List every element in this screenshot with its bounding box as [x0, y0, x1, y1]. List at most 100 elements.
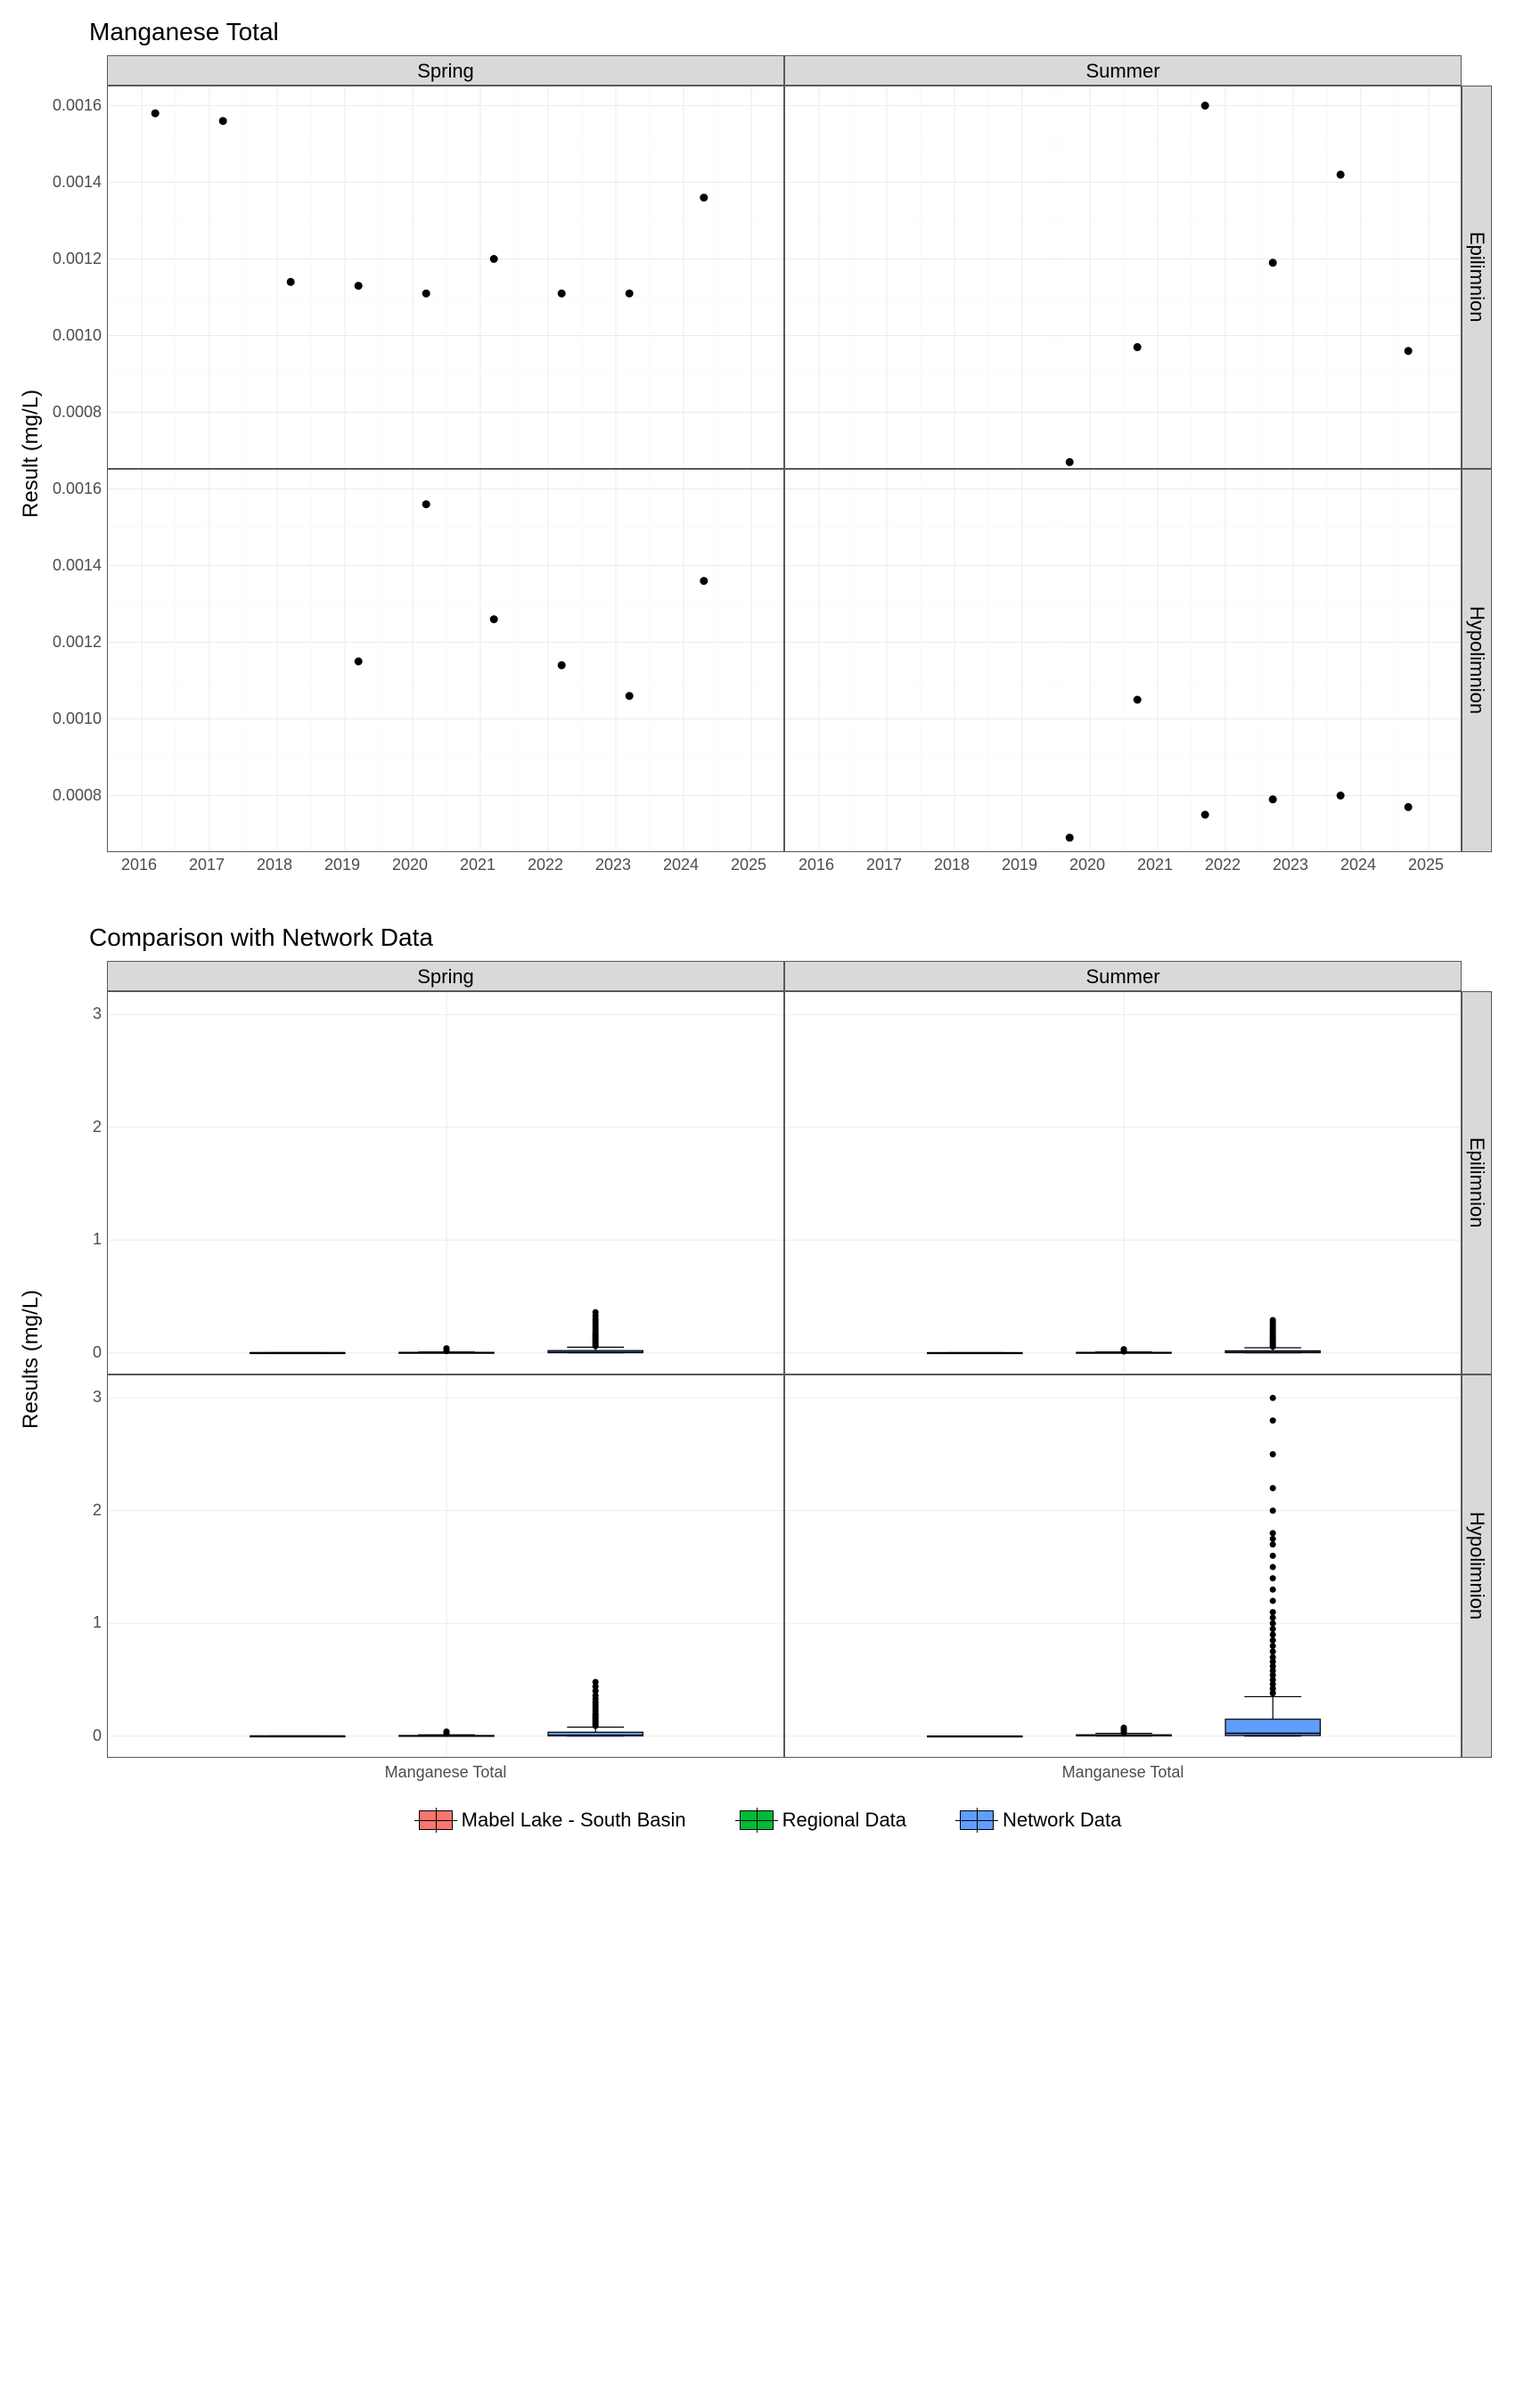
- x-tick-label: 2022: [528, 856, 563, 874]
- data-point: [1134, 343, 1142, 351]
- x-tick-label: 2020: [1069, 856, 1105, 874]
- x-tick-label: 2020: [392, 856, 428, 874]
- y-tick-label: 2: [93, 1118, 102, 1136]
- y-tick-label: 0: [93, 1727, 102, 1745]
- data-point: [700, 193, 708, 201]
- y-tick-label: 0.0014: [53, 173, 102, 192]
- facet-row-strip: Hypolimnion: [1462, 469, 1492, 852]
- y-tick-label: 1: [93, 1613, 102, 1632]
- x-tick-label: 2016: [121, 856, 157, 874]
- legend-swatch: [419, 1810, 453, 1830]
- data-point: [490, 615, 498, 623]
- outlier-point: [1270, 1317, 1276, 1324]
- facet-col-strip: Summer: [784, 961, 1462, 991]
- x-tick-label: 2024: [663, 856, 699, 874]
- facet-col-strip: Spring: [107, 55, 784, 86]
- boxplot-panel: [107, 991, 784, 1374]
- outlier-point: [593, 1679, 599, 1686]
- data-point: [558, 661, 566, 669]
- x-tick-label: 2019: [1002, 856, 1037, 874]
- data-point: [1269, 795, 1277, 803]
- legend-item: Regional Data: [740, 1809, 906, 1832]
- outlier-point: [1121, 1346, 1127, 1352]
- y-tick-label: 0.0010: [53, 710, 102, 728]
- data-point: [1405, 803, 1413, 811]
- outlier-point: [1270, 1530, 1276, 1537]
- chart1-ylabel: Result (mg/L): [18, 55, 45, 852]
- outlier-point: [1270, 1654, 1276, 1661]
- outlier-point: [1270, 1587, 1276, 1593]
- x-tick-label: 2023: [595, 856, 631, 874]
- legend-label: Network Data: [1003, 1809, 1121, 1832]
- data-point: [422, 290, 430, 298]
- data-point: [700, 577, 708, 585]
- outlier-point: [1270, 1626, 1276, 1632]
- scatter-panel: [784, 86, 1462, 469]
- legend-label: Regional Data: [782, 1809, 906, 1832]
- x-tick-label: 2021: [460, 856, 496, 874]
- chart1-title: Manganese Total: [89, 18, 1522, 46]
- scatter-panel: [784, 469, 1462, 852]
- outlier-point: [1270, 1637, 1276, 1644]
- facet-col-strip: Spring: [107, 961, 784, 991]
- boxplot-panel: [784, 1374, 1462, 1758]
- x-tick-label: 2017: [866, 856, 902, 874]
- x-tick-label: 2024: [1340, 856, 1376, 874]
- x-category-label: Manganese Total: [385, 1763, 507, 1781]
- data-point: [1269, 258, 1277, 267]
- y-tick-label: 0.0010: [53, 326, 102, 345]
- outlier-point: [1270, 1631, 1276, 1637]
- legend-item: Network Data: [960, 1809, 1121, 1832]
- y-tick-label: 1: [93, 1230, 102, 1249]
- outlier-point: [1270, 1536, 1276, 1542]
- data-point: [1066, 833, 1074, 841]
- legend-swatch: [740, 1810, 774, 1830]
- x-tick-label: 2021: [1137, 856, 1173, 874]
- x-tick-label: 2017: [189, 856, 225, 874]
- data-point: [355, 658, 363, 666]
- y-tick-label: 0.0012: [53, 250, 102, 268]
- outlier-point: [1270, 1621, 1276, 1627]
- x-tick-label: 2022: [1205, 856, 1241, 874]
- y-tick-label: 0: [93, 1343, 102, 1362]
- data-point: [1066, 458, 1074, 466]
- data-point: [1337, 170, 1345, 178]
- data-point: [355, 282, 363, 290]
- y-tick-label: 0.0014: [53, 556, 102, 575]
- outlier-point: [1270, 1541, 1276, 1547]
- x-tick-label: 2025: [1408, 856, 1444, 874]
- outlier-point: [1270, 1614, 1276, 1621]
- outlier-point: [1270, 1417, 1276, 1424]
- x-tick-label: 2019: [324, 856, 360, 874]
- outlier-point: [1270, 1451, 1276, 1457]
- y-tick-label: 0.0016: [53, 480, 102, 498]
- outlier-point: [593, 1309, 599, 1316]
- y-tick-label: 0.0008: [53, 786, 102, 805]
- outlier-point: [1270, 1564, 1276, 1571]
- facet-col-strip: Summer: [784, 55, 1462, 86]
- data-point: [558, 290, 566, 298]
- data-point: [1134, 696, 1142, 704]
- legend-item: Mabel Lake - South Basin: [419, 1809, 686, 1832]
- data-point: [1337, 792, 1345, 800]
- outlier-point: [1270, 1575, 1276, 1581]
- outlier-point: [444, 1345, 450, 1351]
- y-tick-label: 0.0012: [53, 633, 102, 652]
- y-tick-label: 0.0008: [53, 403, 102, 422]
- chart2-title: Comparison with Network Data: [89, 923, 1522, 952]
- scatter-panel: [107, 469, 784, 852]
- boxplot-panel: [784, 991, 1462, 1374]
- data-point: [219, 117, 227, 125]
- x-tick-label: 2023: [1273, 856, 1308, 874]
- outlier-point: [1270, 1395, 1276, 1401]
- data-point: [1201, 102, 1209, 110]
- data-point: [626, 692, 634, 700]
- data-point: [422, 500, 430, 508]
- scatter-panel: [107, 86, 784, 469]
- data-point: [1201, 811, 1209, 819]
- x-tick-label: 2025: [731, 856, 766, 874]
- outlier-point: [1270, 1643, 1276, 1649]
- data-point: [626, 290, 634, 298]
- x-tick-label: 2018: [934, 856, 970, 874]
- y-tick-label: 3: [93, 1388, 102, 1407]
